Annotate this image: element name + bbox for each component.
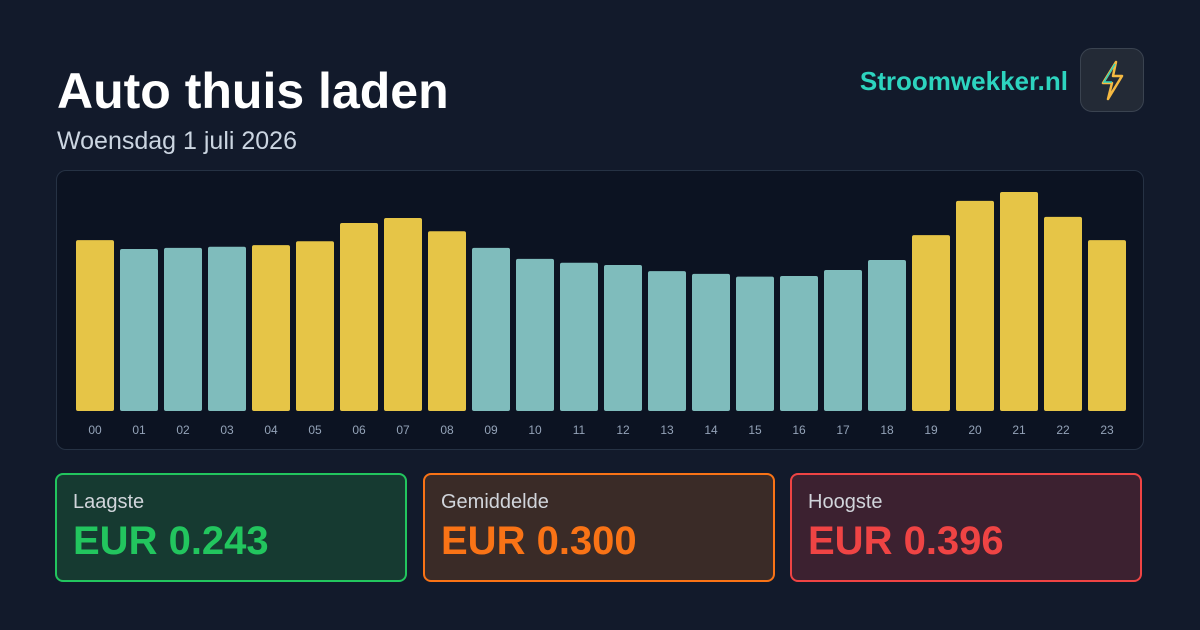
stat-card: Gemiddelde EUR 0.300 <box>423 473 775 582</box>
x-tick-label: 19 <box>924 423 938 437</box>
x-tick-label: 22 <box>1056 423 1070 437</box>
x-tick-label: 23 <box>1100 423 1114 437</box>
x-tick-label: 15 <box>748 423 762 437</box>
x-tick-label: 03 <box>220 423 234 437</box>
bar <box>516 258 554 411</box>
bar <box>560 262 598 411</box>
x-tick-label: 16 <box>792 423 806 437</box>
bar <box>208 246 246 411</box>
bar <box>340 222 378 411</box>
x-tick-label: 05 <box>308 423 322 437</box>
x-tick-label: 12 <box>616 423 630 437</box>
bar <box>472 247 510 411</box>
x-tick-label: 06 <box>352 423 366 437</box>
stat-card: Laagste EUR 0.243 <box>55 473 407 582</box>
subtitle: Woensdag 1 juli 2026 <box>57 127 297 155</box>
stat-value: EUR 0.243 <box>73 519 269 563</box>
x-tick-label: 10 <box>528 423 542 437</box>
bar <box>692 273 730 411</box>
bar <box>1088 240 1126 411</box>
x-tick-label: 04 <box>264 423 278 437</box>
x-tick-label: 07 <box>396 423 410 437</box>
bar <box>428 231 466 411</box>
bar <box>736 276 774 411</box>
bar <box>1000 192 1038 411</box>
brand: Stroomwekker.nl <box>859 66 1068 96</box>
bar <box>780 276 818 411</box>
stat-label: Laagste <box>73 491 145 513</box>
x-tick-label: 08 <box>440 423 454 437</box>
title: Auto thuis laden <box>57 63 449 119</box>
x-tick-label: 13 <box>660 423 674 437</box>
logo <box>1080 48 1144 112</box>
bar <box>824 269 862 411</box>
bar <box>912 235 950 411</box>
bar <box>1044 216 1082 411</box>
bar <box>76 240 114 411</box>
x-tick-label: 18 <box>880 423 894 437</box>
bar <box>164 247 202 411</box>
stat-value: EUR 0.300 <box>441 519 637 563</box>
bar <box>604 265 642 411</box>
x-tick-label: 02 <box>176 423 190 437</box>
x-tick-label: 21 <box>1012 423 1026 437</box>
bar <box>384 217 422 411</box>
x-tick-label: 11 <box>573 423 586 437</box>
bar <box>120 248 158 411</box>
logo-icon <box>1101 60 1124 101</box>
x-tick-label: 09 <box>484 423 498 437</box>
bar <box>956 200 994 411</box>
stat-label: Gemiddelde <box>441 491 549 513</box>
x-tick-label: 20 <box>968 423 982 437</box>
stat-value: EUR 0.396 <box>808 519 1004 563</box>
stat-card: Hoogste EUR 0.396 <box>790 473 1142 582</box>
x-tick-label: 17 <box>836 423 850 437</box>
x-tick-label: 00 <box>88 423 102 437</box>
x-tick-label: 14 <box>704 423 718 437</box>
bar <box>252 245 290 411</box>
bar <box>648 271 686 411</box>
bar <box>296 241 334 411</box>
stat-label: Hoogste <box>808 491 883 513</box>
bar <box>868 260 906 411</box>
x-tick-label: 01 <box>132 423 146 437</box>
